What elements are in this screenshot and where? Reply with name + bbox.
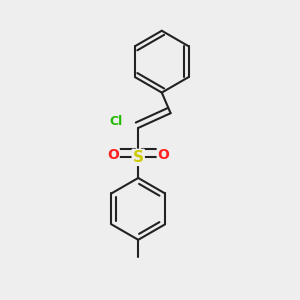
- Text: O: O: [157, 148, 169, 162]
- Text: Cl: Cl: [110, 115, 123, 128]
- Text: O: O: [107, 148, 119, 162]
- Text: S: S: [133, 150, 144, 165]
